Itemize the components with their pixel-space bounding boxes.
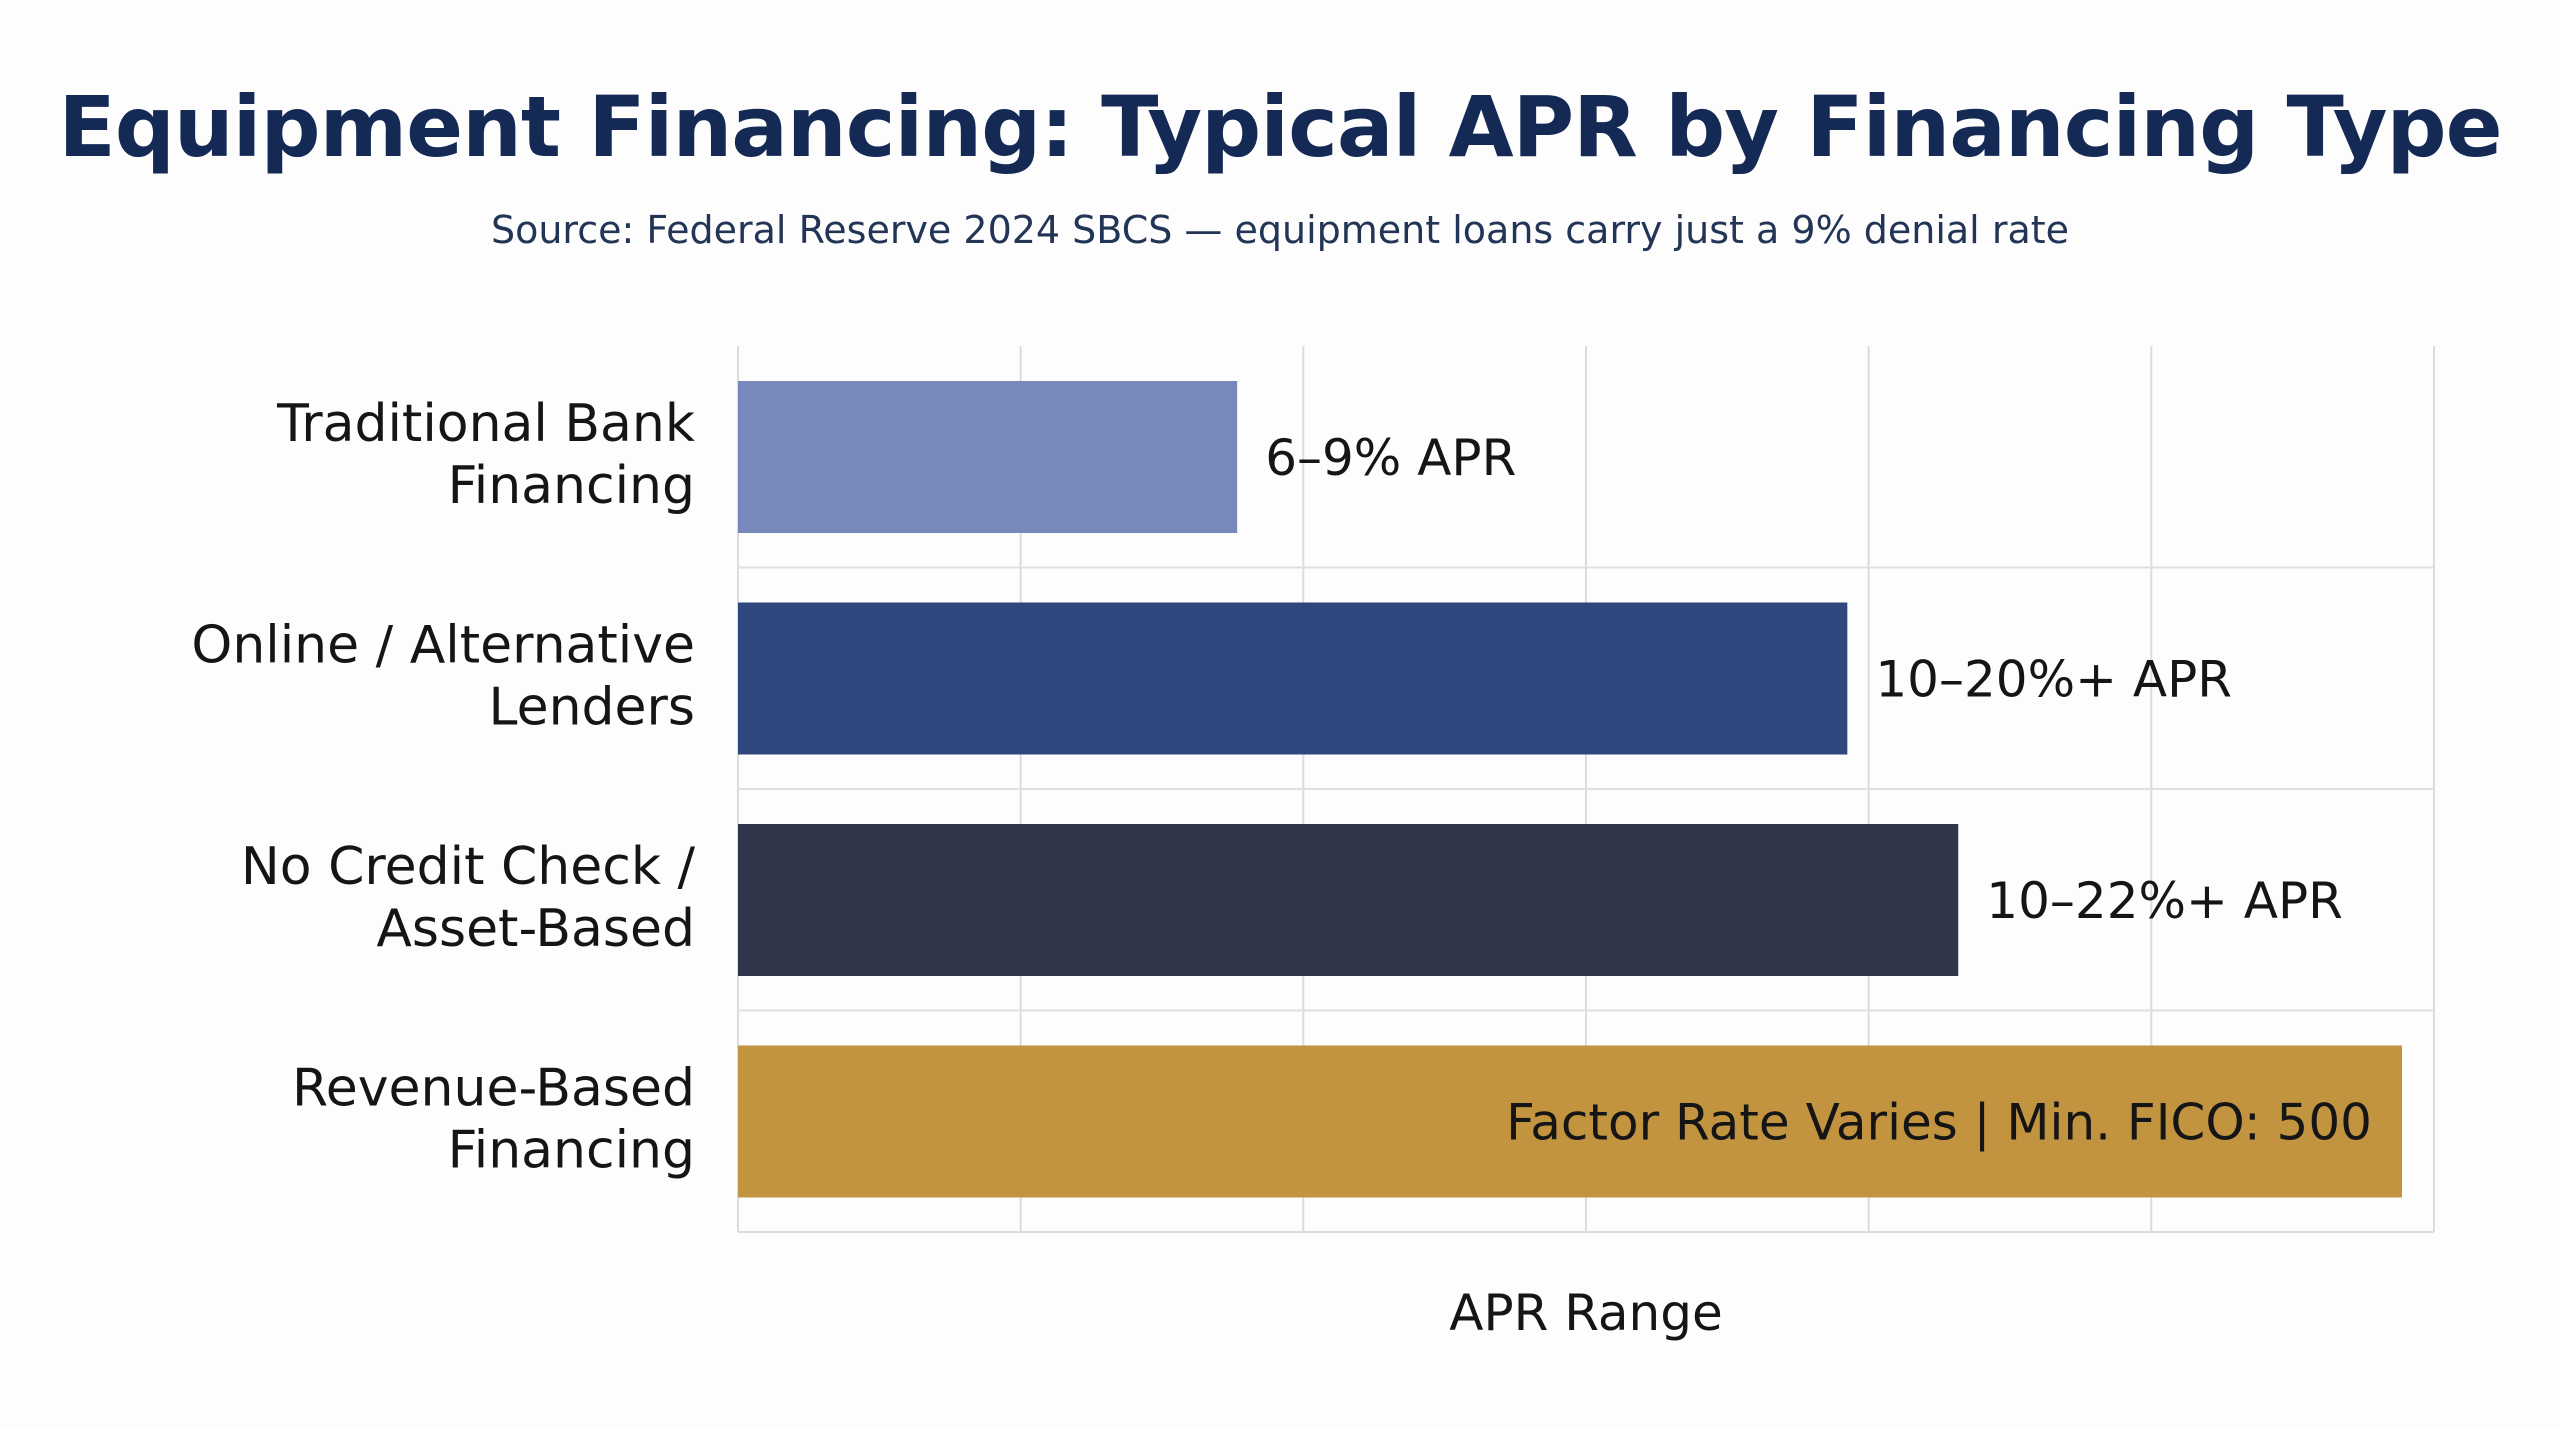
category-label: Traditional Bank Financing [276, 394, 695, 516]
bar [738, 381, 1238, 533]
category-label: Revenue-Based Financing [292, 1059, 695, 1181]
category-label: Online / Alternative Lenders [191, 616, 695, 738]
category-label-line: Financing [448, 1121, 695, 1181]
bar [738, 602, 1848, 755]
bar [738, 1045, 2402, 1198]
category-label: No Credit Check / Asset-Based [241, 837, 696, 959]
category-label-line: Lenders [489, 678, 695, 738]
category-label-line: Traditional Bank [276, 394, 695, 454]
data-label: 10–22%+ APR [1986, 872, 2343, 930]
chart-title: Equipment Financing: Typical APR by Fina… [58, 78, 2502, 176]
category-label-line: Financing [448, 456, 695, 516]
category-label-line: Online / Alternative [191, 616, 695, 676]
data-label: 6–9% APR [1265, 429, 1516, 487]
data-label: 10–20%+ APR [1875, 651, 2232, 709]
category-label-line: Asset-Based [376, 899, 695, 959]
x-axis-label: APR Range [1449, 1284, 1722, 1342]
chart-subtitle: Source: Federal Reserve 2024 SBCS — equi… [490, 208, 2070, 252]
category-label-line: No Credit Check / [241, 837, 696, 897]
bar [738, 824, 1959, 976]
data-label: Factor Rate Varies | Min. FICO: 500 [1506, 1094, 2372, 1152]
category-label-line: Revenue-Based [292, 1059, 695, 1119]
